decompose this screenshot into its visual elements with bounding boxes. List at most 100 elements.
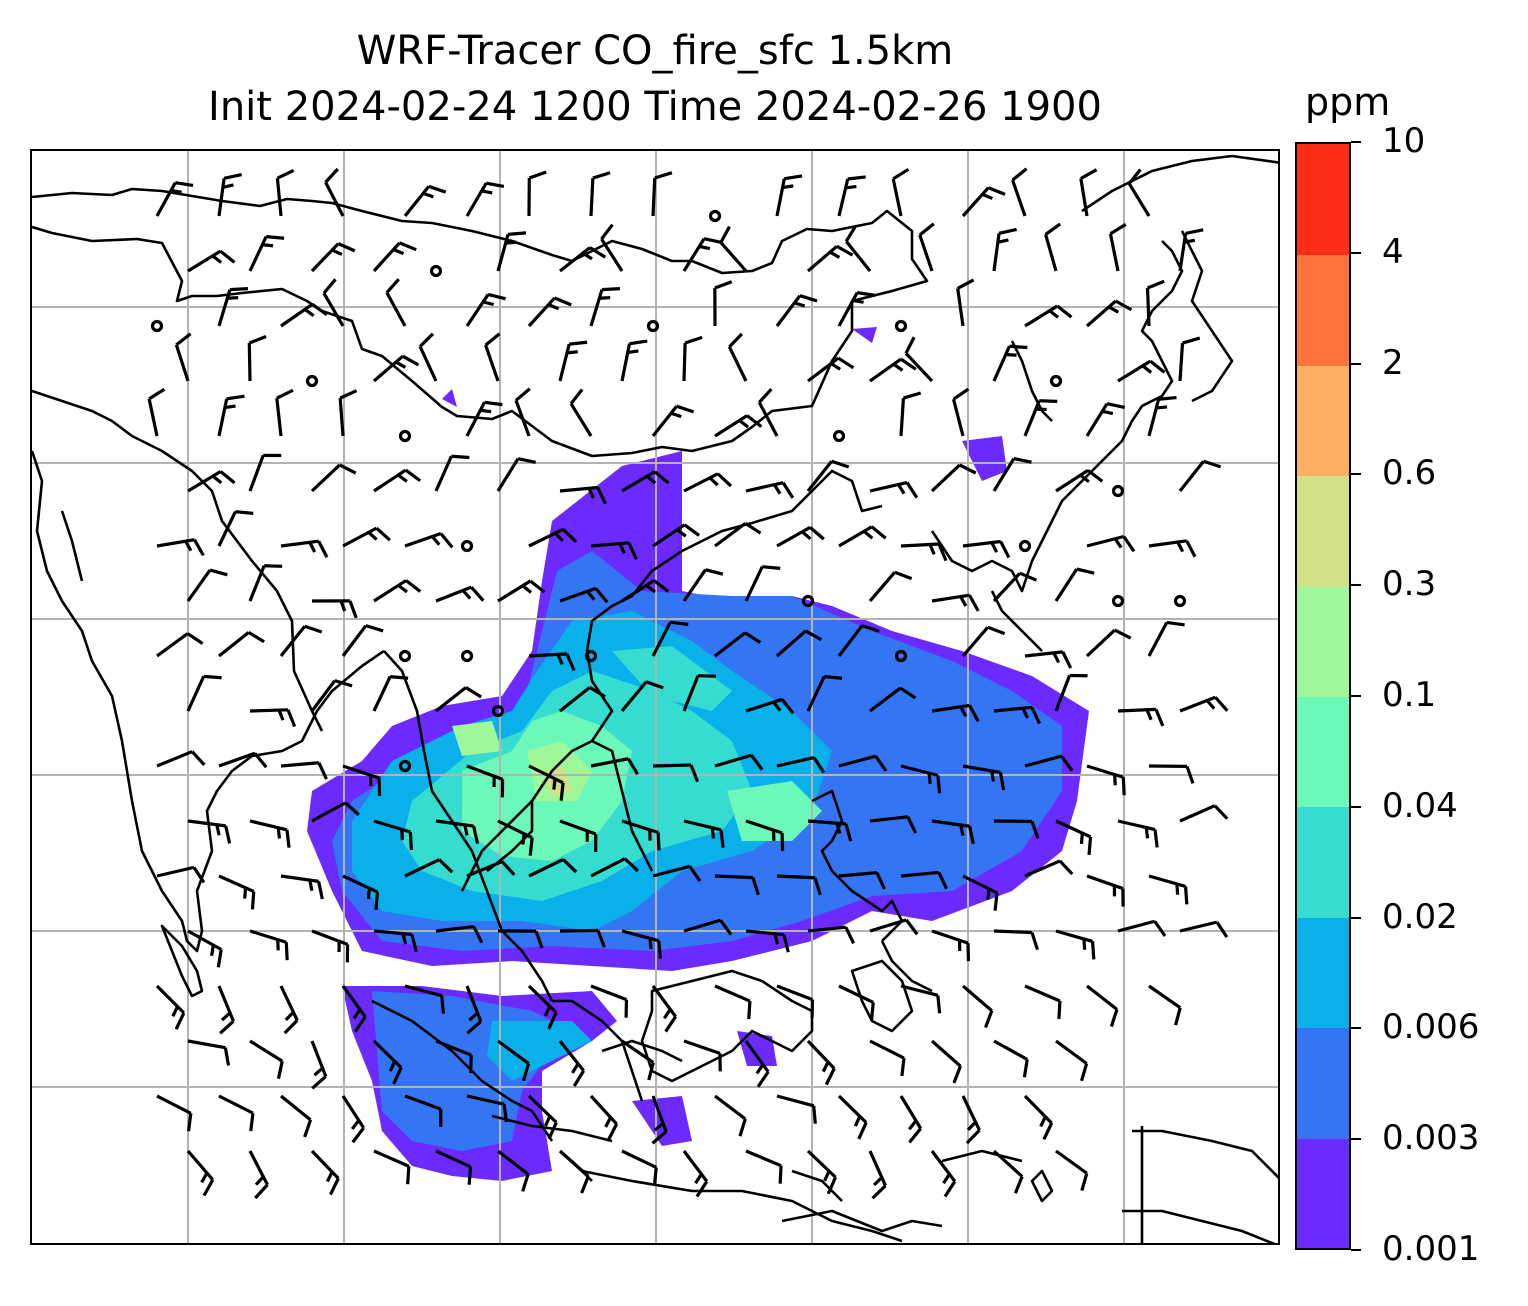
barb-staff: [682, 568, 707, 602]
coastline: [60, 510, 84, 582]
coastline: [32, 187, 929, 458]
barb-flag: [997, 238, 1009, 244]
wind-barb: [559, 485, 607, 505]
barb-flag: [908, 1127, 922, 1144]
wind-barb: [714, 1094, 747, 1137]
wind-barb: [621, 579, 670, 603]
wind-barb: [652, 523, 701, 548]
barb-flag: [1079, 473, 1090, 484]
wind-barb: [156, 865, 206, 884]
wind-barb: [714, 631, 762, 658]
wind-barb: [373, 929, 418, 953]
wind-barb: [992, 571, 1038, 603]
wind-barb: [621, 929, 662, 959]
barb-staff: [838, 525, 873, 548]
barb-flag: [968, 594, 980, 612]
barb-flag: [348, 600, 358, 619]
barb-staff: [465, 293, 490, 327]
wind-barb: [682, 237, 723, 272]
barb-flag: [900, 1057, 906, 1077]
wind-barb: [341, 1095, 365, 1144]
barb-flag: [942, 1173, 951, 1185]
wind-barb: [844, 225, 872, 272]
wind-barb: [385, 278, 407, 327]
barb-flag: [175, 181, 194, 188]
coastline: [591, 739, 654, 872]
wind-barb: [838, 871, 886, 890]
barb-flag: [276, 827, 282, 839]
barb-flag: [965, 1129, 981, 1145]
barb-flag: [339, 600, 347, 612]
wind-barb: [651, 171, 673, 217]
wind-barb: [1044, 222, 1062, 272]
barb-flag: [1019, 571, 1038, 582]
wind-barb: [682, 674, 717, 712]
barb-staff: [187, 929, 222, 951]
barb-flag: [224, 404, 236, 410]
wind-barb: [806, 244, 854, 273]
wind-barb: [311, 801, 360, 823]
wind-barb: [956, 278, 975, 327]
barb-flag: [339, 389, 358, 400]
coastline: [371, 999, 554, 1142]
barb-staff: [682, 237, 706, 272]
wind-barb: [683, 1039, 722, 1072]
barb-staff: [714, 631, 747, 658]
coastlines: [32, 154, 1278, 1243]
barb-flag: [514, 387, 531, 402]
barb-flag: [262, 243, 274, 248]
barb-flag: [216, 949, 223, 968]
barb-flag: [1057, 1000, 1062, 1020]
barb-flag: [276, 388, 294, 400]
barb-flag: [782, 934, 790, 953]
wind-barb: [727, 332, 748, 382]
wind-barb: [962, 874, 999, 911]
barb-staff: [527, 1094, 558, 1124]
barb-flag: [781, 481, 795, 499]
wind-barb: [217, 985, 235, 1035]
wind-barb: [869, 686, 917, 713]
colorbar-tick-label: 0.6: [1382, 453, 1437, 494]
barb-flag: [223, 1047, 231, 1066]
barb-flag: [410, 934, 418, 953]
coastline: [791, 1169, 843, 1202]
wind-barb: [372, 241, 417, 273]
chart-title-line2: Init 2024-02-24 1200 Time 2024-02-26 190…: [208, 84, 1102, 130]
barb-staff: [1178, 342, 1185, 382]
wind-barb: [931, 593, 980, 612]
barb-staff: [776, 1094, 815, 1108]
barb-staff: [528, 527, 564, 548]
barb-staff: [931, 593, 970, 603]
wind-barb: [775, 174, 803, 217]
barb-flag: [1166, 620, 1185, 627]
barb-staff: [1055, 819, 1092, 839]
barb-staff: [961, 626, 990, 658]
wind-barb: [992, 457, 1032, 492]
barb-staff: [1055, 469, 1089, 493]
barb-staff: [683, 918, 721, 933]
barb-staff: [992, 345, 1011, 382]
barb-staff: [993, 705, 1032, 713]
barb-flag: [821, 1061, 830, 1073]
barb-staff: [1024, 859, 1061, 878]
barb-staff: [373, 929, 412, 937]
wind-barb: [621, 1039, 655, 1081]
barb-staff: [338, 397, 345, 437]
barb-flag: [906, 816, 918, 834]
barb-staff: [372, 1039, 403, 1069]
co-contour-fill: [612, 646, 732, 711]
wind-barb: [559, 586, 609, 604]
barb-flag: [317, 540, 329, 558]
wind-barb: [528, 652, 576, 672]
barb-flag: [896, 483, 906, 495]
calm-wind-circle: [398, 649, 412, 663]
wind-barb: [993, 819, 1040, 839]
barb-flag: [592, 171, 611, 180]
wind-barb: [745, 697, 795, 715]
barb-staff: [1086, 874, 1124, 891]
wind-barb: [174, 332, 192, 382]
barb-staff: [869, 1039, 905, 1060]
barb-flag: [229, 286, 249, 292]
barb-staff: [775, 294, 802, 327]
wind-barb: [1055, 819, 1093, 855]
